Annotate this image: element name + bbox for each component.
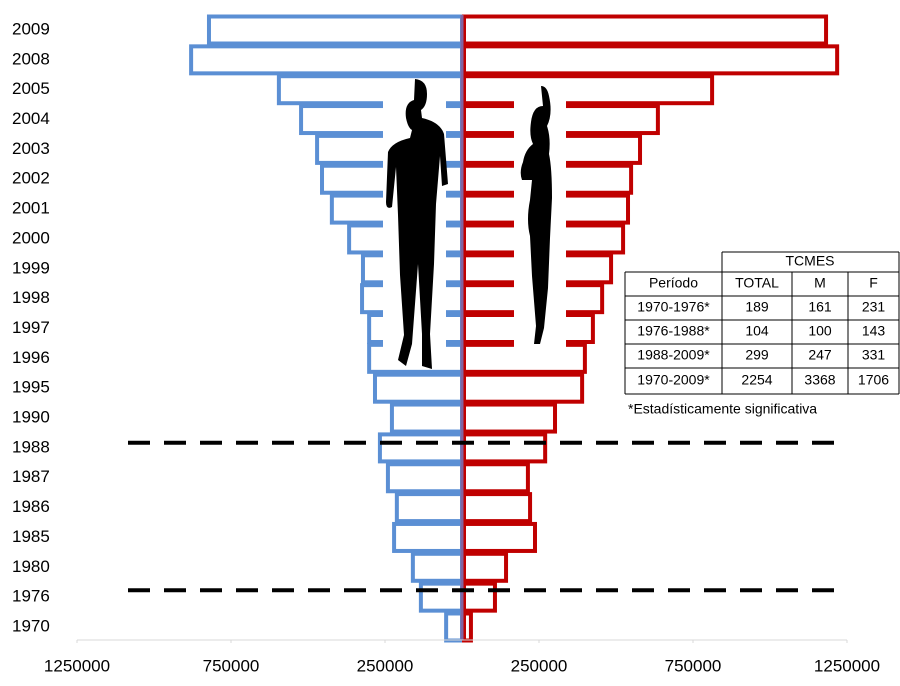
column-header: F <box>869 275 878 291</box>
y-tick-label: 2000 <box>12 228 50 247</box>
y-tick-label: 2001 <box>12 199 50 218</box>
x-tick-label: 250000 <box>357 656 414 675</box>
table-cell: 247 <box>808 347 832 363</box>
table-cell: 100 <box>808 323 832 339</box>
woman-silhouette <box>520 86 552 344</box>
bar <box>462 372 585 404</box>
y-tick-label: 2008 <box>12 49 50 68</box>
column-header: TOTAL <box>735 275 779 291</box>
bar <box>462 14 829 46</box>
table-cell: 189 <box>745 299 769 315</box>
bar <box>206 14 464 46</box>
table-cell: 299 <box>745 347 769 363</box>
table-cell: 331 <box>862 347 886 363</box>
bar <box>377 432 464 464</box>
bar <box>462 581 497 613</box>
table-cell: 231 <box>862 299 886 315</box>
table-cell: 2254 <box>741 372 772 388</box>
bar <box>372 372 465 404</box>
y-tick-label: 1998 <box>12 288 50 307</box>
x-tick-label: 1250000 <box>814 656 880 675</box>
bar <box>462 492 533 524</box>
man-silhouette <box>386 79 448 369</box>
bar <box>385 462 465 494</box>
x-tick-label: 750000 <box>665 656 722 675</box>
table-cell: 161 <box>808 299 832 315</box>
bar <box>462 521 537 553</box>
bar <box>462 551 509 583</box>
table-bg <box>625 272 899 394</box>
table-cell: 1988-2009* <box>637 347 710 363</box>
bar <box>418 581 465 613</box>
bar <box>462 611 473 643</box>
y-tick-label: 1999 <box>12 258 50 277</box>
column-header: M <box>814 275 826 291</box>
bar <box>462 74 715 106</box>
y-tick-label: 1980 <box>12 557 50 576</box>
table-header: TCMES <box>786 253 835 269</box>
table-cell: 1970-2009* <box>637 372 710 388</box>
y-tick-label: 1987 <box>12 467 50 486</box>
overlay <box>128 79 848 593</box>
table: TCMES Período TOTAL M F 1970-1976* 189 161 231 19… <box>624 251 900 417</box>
y-tick-label: 2004 <box>12 109 50 128</box>
y-tick-label: 2002 <box>12 169 50 188</box>
y-tick-label: 1995 <box>12 378 50 397</box>
y-tick-label: 1970 <box>12 616 50 635</box>
bar <box>389 402 465 434</box>
table-cell: 1976-1988* <box>637 323 710 339</box>
table-cell: 104 <box>745 323 769 339</box>
bar <box>189 44 464 76</box>
table-cell: 1970-1976* <box>637 299 710 315</box>
y-tick-label: 2003 <box>12 139 50 158</box>
bar <box>394 492 464 524</box>
y-tick-label: 1985 <box>12 527 50 546</box>
bar <box>444 611 464 643</box>
column-header: Período <box>649 275 698 291</box>
table-note: *Estadísticamente significativa <box>628 401 817 417</box>
table-bg <box>722 252 899 272</box>
x-tick-label: 250000 <box>511 656 568 675</box>
table-cell: 3368 <box>804 372 835 388</box>
y-tick-label: 1986 <box>12 497 50 516</box>
y-tick-label: 1997 <box>12 318 50 337</box>
table-cell: 143 <box>862 323 886 339</box>
y-tick-label: 2005 <box>12 79 50 98</box>
bar <box>462 432 548 464</box>
y-tick-label: 1976 <box>12 587 50 606</box>
x-tick-label: 1250000 <box>44 656 110 675</box>
y-tick-label: 1996 <box>12 348 50 367</box>
y-tick-label: 1990 <box>12 408 50 427</box>
bar <box>392 521 465 553</box>
bar <box>462 462 530 494</box>
bar <box>462 44 840 76</box>
bar <box>410 551 465 583</box>
x-tick-label: 750000 <box>203 656 260 675</box>
bar <box>462 402 558 434</box>
table-cell: 1706 <box>858 372 889 388</box>
y-tick-label: 1988 <box>12 437 50 456</box>
y-tick-label: 2009 <box>12 19 50 38</box>
